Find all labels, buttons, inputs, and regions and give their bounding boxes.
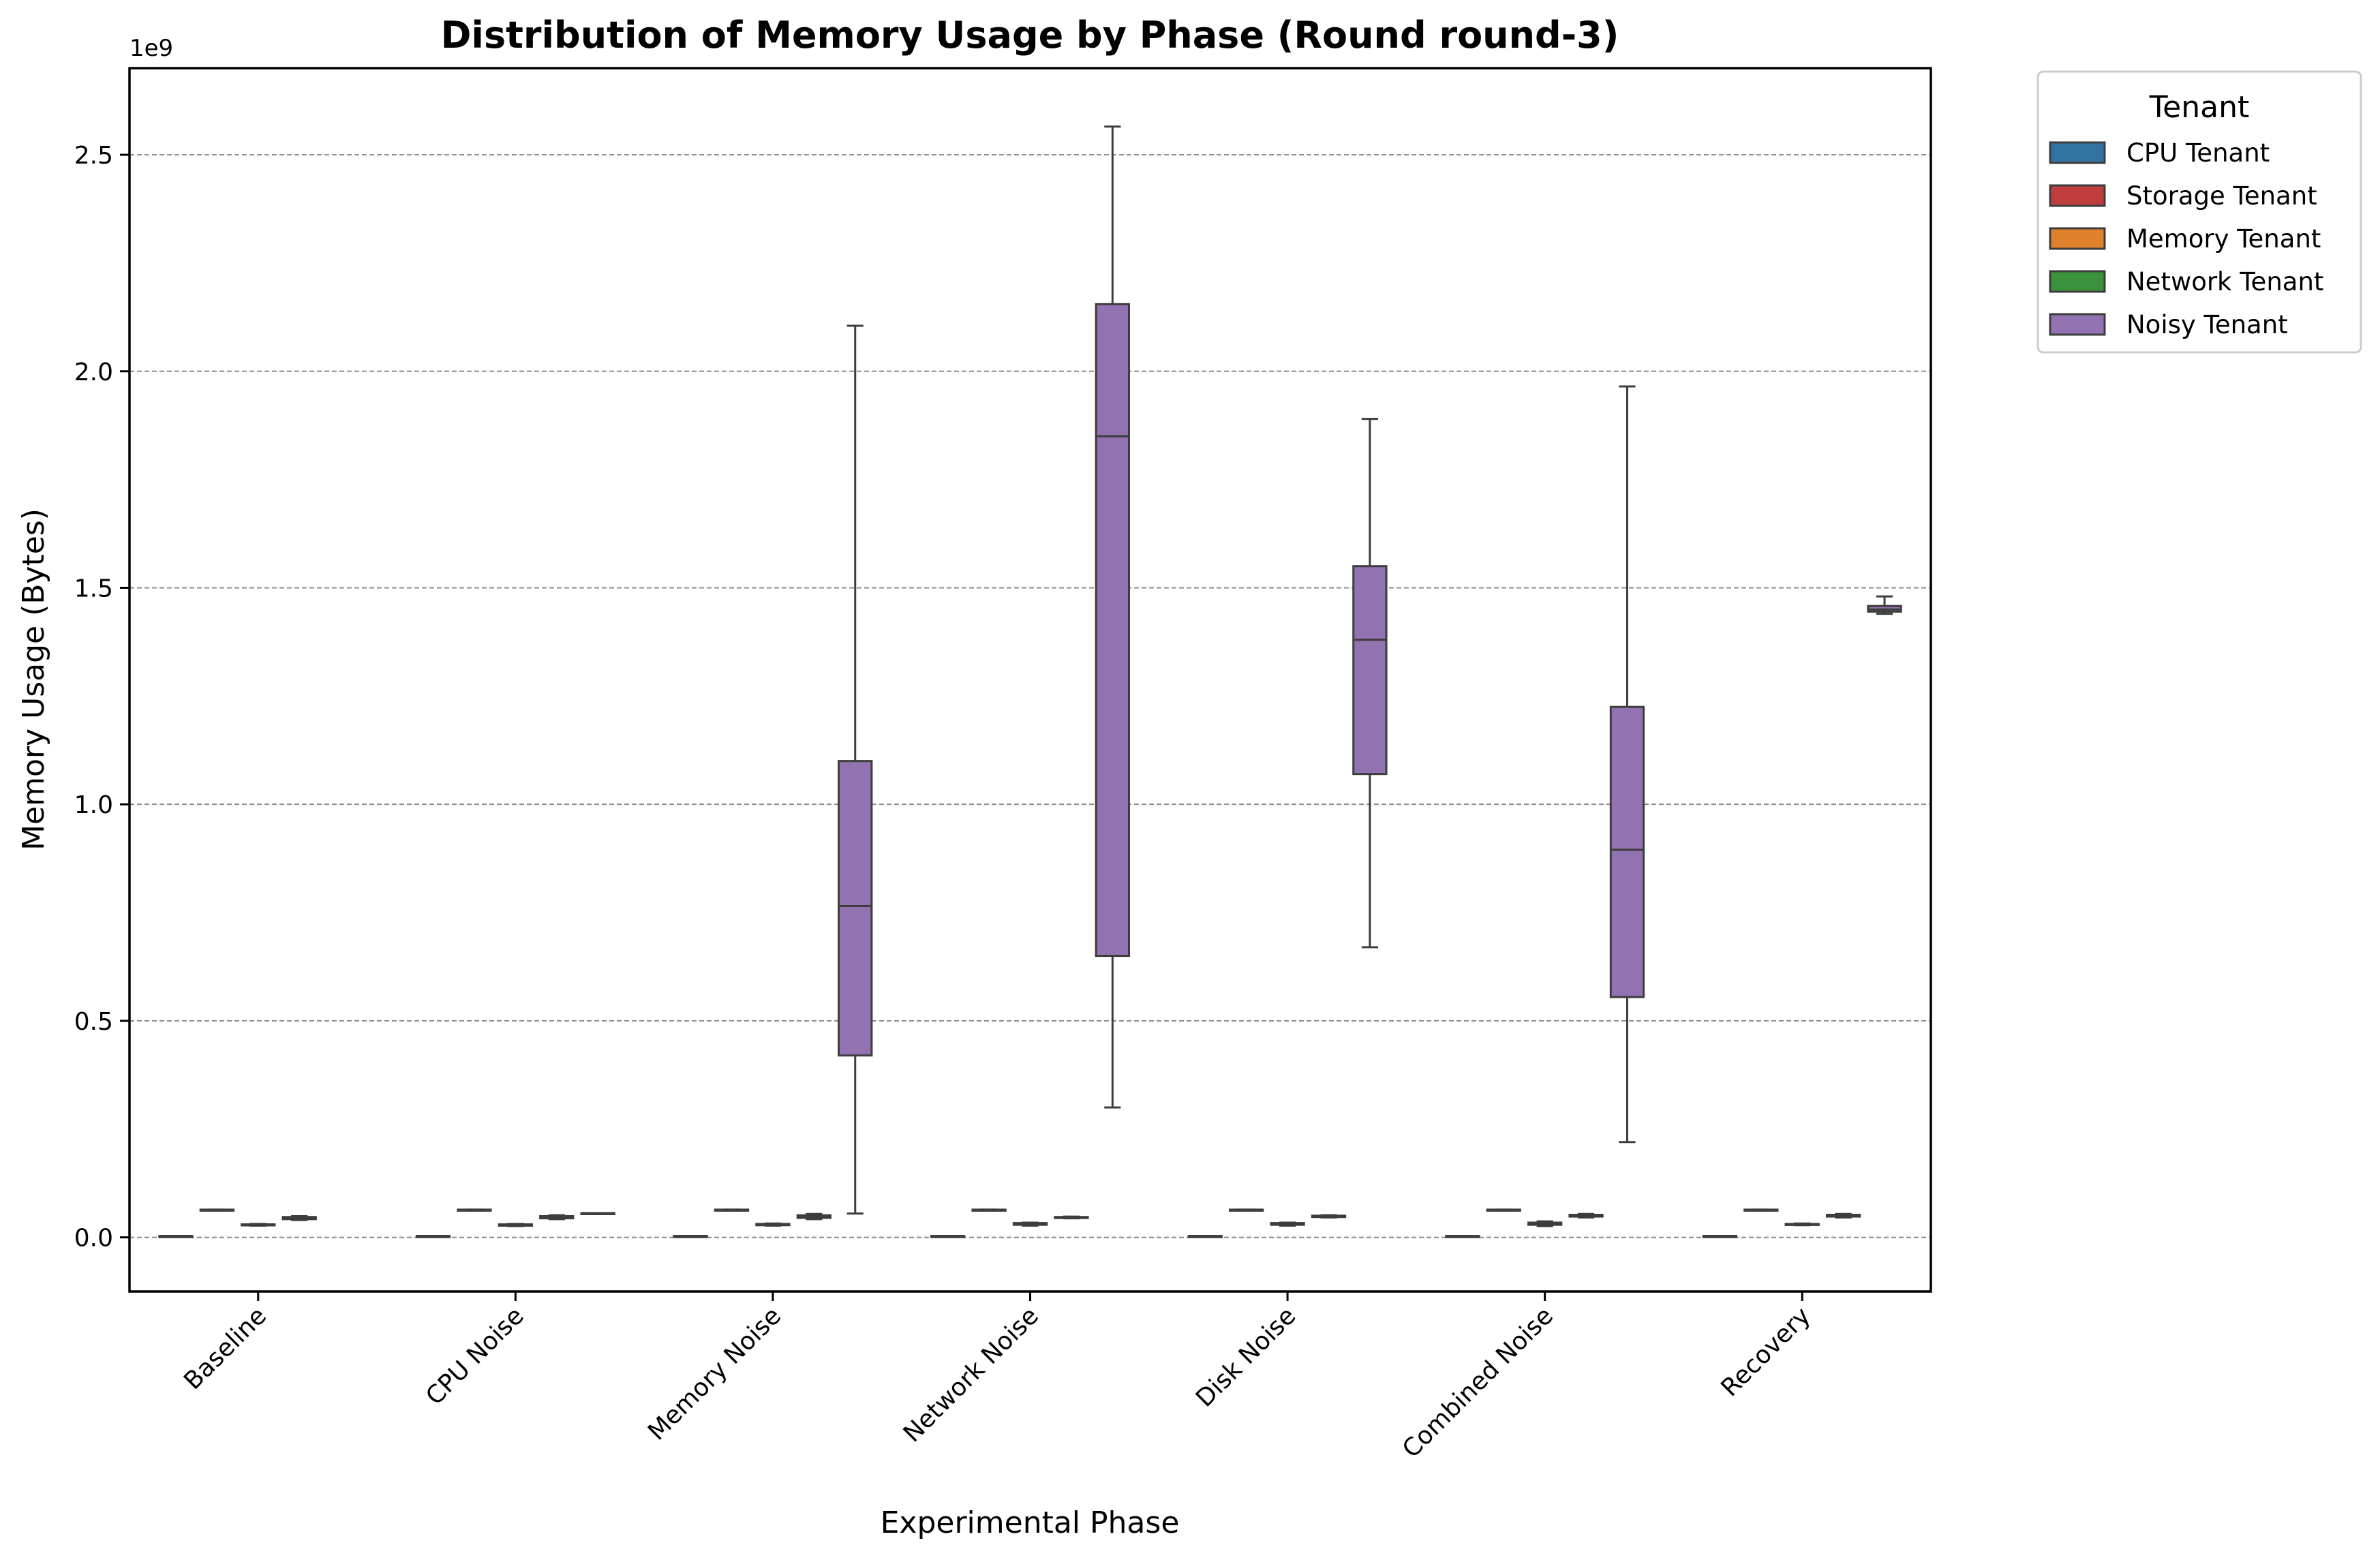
- box-memory-tenant: [1012, 1221, 1048, 1227]
- box-network-tenant: [539, 1214, 575, 1221]
- box-network-tenant: [796, 1212, 832, 1221]
- legend-swatch: [2049, 184, 2106, 207]
- box-storage-tenant: [1486, 1208, 1521, 1212]
- box-cpu-tenant: [1445, 1235, 1480, 1238]
- legend-label: CPU Tenant: [2126, 138, 2270, 168]
- box-storage-tenant: [457, 1208, 492, 1212]
- x-axis-label: Experimental Phase: [881, 1505, 1180, 1540]
- legend-label: Storage Tenant: [2126, 181, 2317, 211]
- legend-label: Network Tenant: [2126, 267, 2323, 296]
- box-storage-tenant: [971, 1208, 1007, 1212]
- box-memory-tenant: [498, 1223, 534, 1227]
- iqr-box: [1609, 705, 1645, 998]
- y-tick-label: 2.0: [74, 358, 113, 386]
- y-tick-label: 2.5: [74, 142, 113, 170]
- legend-items: CPU Tenant Storage Tenant Memory Tenant Net…: [2049, 138, 2323, 339]
- iqr-box: [838, 760, 873, 1057]
- box-memory-tenant: [1527, 1220, 1563, 1227]
- box-noisy-tenant: [1095, 125, 1130, 1109]
- box-memory-tenant: [1270, 1221, 1305, 1227]
- plot-boxes: [158, 125, 1902, 1238]
- box-cpu-tenant: [673, 1235, 708, 1238]
- box-cpu-tenant: [930, 1235, 966, 1238]
- y-tick-label: 0.5: [74, 1008, 113, 1036]
- box-storage-tenant: [199, 1208, 235, 1212]
- box-storage-tenant: [714, 1208, 750, 1212]
- legend-label: Noisy Tenant: [2126, 310, 2288, 339]
- box-memory-tenant: [241, 1223, 276, 1227]
- y-tick-label: 0.0: [74, 1225, 113, 1253]
- box-network-tenant: [1054, 1215, 1089, 1220]
- box-memory-tenant: [1784, 1222, 1820, 1227]
- box-storage-tenant: [1743, 1208, 1779, 1212]
- box-cpu-tenant: [1702, 1235, 1738, 1238]
- legend: Tenant CPU Tenant Storage Tenant Memory Te…: [2036, 70, 2362, 354]
- box-cpu-tenant: [415, 1235, 451, 1238]
- y-axis-ticks: 0.0 0.5 1.0 1.5 2.0 2.5: [74, 142, 129, 1253]
- legend-frame: [2036, 70, 2362, 354]
- box-cpu-tenant: [158, 1235, 194, 1238]
- box-storage-tenant: [1228, 1208, 1264, 1212]
- y-offset-label: 1e9: [129, 35, 173, 62]
- legend-swatch: [2049, 313, 2106, 336]
- legend-swatch: [2049, 270, 2106, 293]
- box-noisy-tenant: [1352, 418, 1388, 949]
- box-noisy-tenant: [838, 324, 873, 1215]
- grid-lines: [129, 154, 1931, 1238]
- box-cpu-tenant: [1187, 1235, 1223, 1238]
- y-tick-label: 1.5: [74, 575, 113, 602]
- box-network-tenant: [1568, 1212, 1604, 1219]
- legend-swatch: [2049, 227, 2106, 250]
- box-noisy-tenant: [1867, 595, 1902, 615]
- chart-title: Distribution of Memory Usage by Phase (R…: [441, 14, 1619, 57]
- y-axis-label: Memory Usage (Bytes): [16, 508, 51, 851]
- box-network-tenant: [1825, 1212, 1861, 1219]
- box-network-tenant: [1311, 1214, 1347, 1219]
- box-noisy-tenant: [580, 1212, 615, 1215]
- iqr-box: [1352, 565, 1388, 776]
- box-network-tenant: [281, 1214, 317, 1221]
- iqr-box: [1095, 303, 1130, 958]
- box-noisy-tenant: [1609, 385, 1645, 1144]
- y-tick-label: 1.0: [74, 791, 113, 819]
- legend-label: Memory Tenant: [2126, 224, 2321, 254]
- legend-title: Tenant: [2149, 90, 2249, 125]
- box-memory-tenant: [755, 1222, 791, 1227]
- legend-swatch: [2049, 141, 2106, 164]
